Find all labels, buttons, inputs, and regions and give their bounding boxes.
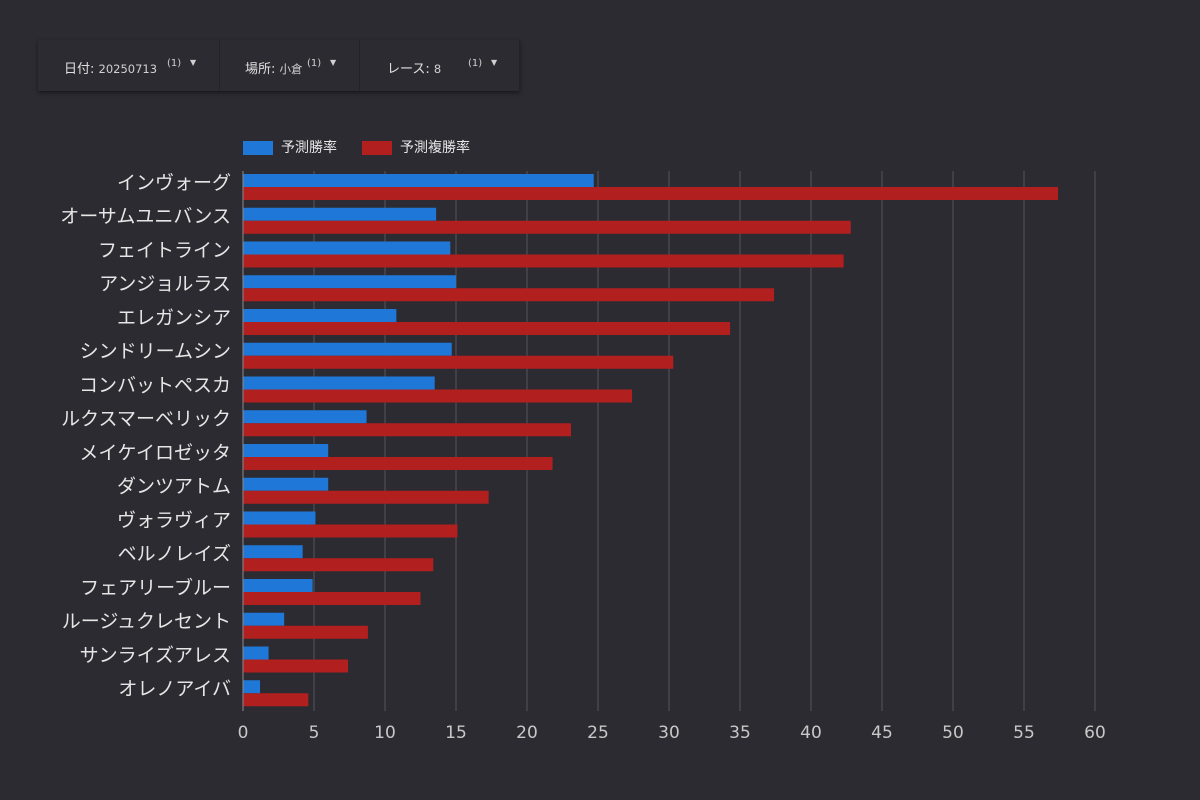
place-rate-bar[interactable] — [243, 490, 489, 504]
category-label: ダンツアトム — [117, 476, 231, 498]
race-filter-label: レース — [387, 62, 426, 77]
venue-filter-count: (1) — [307, 58, 322, 69]
x-tick-label: 10 — [374, 723, 396, 743]
x-tick-label: 30 — [658, 723, 680, 743]
category-label: フェイトライン — [98, 239, 231, 261]
place-rate-bar[interactable] — [243, 457, 553, 470]
place-rate-bar[interactable] — [243, 322, 731, 335]
x-tick-label: 55 — [1013, 723, 1035, 743]
place-rate-bar[interactable] — [243, 355, 674, 369]
win-rate-bar[interactable] — [243, 511, 316, 525]
category-label: メイケイロゼッタ — [79, 442, 231, 464]
date-filter-count: (1) — [167, 58, 182, 69]
date-filter[interactable]: 日付: 20250713 (1) ▼ — [38, 40, 220, 91]
win-rate-bar[interactable] — [243, 174, 594, 187]
place-rate-bar[interactable] — [243, 220, 851, 234]
venue-filter-value: 小倉 — [279, 62, 303, 76]
venue-filter[interactable]: 場所: 小倉 (1) ▼ — [220, 40, 360, 91]
win-rate-bar[interactable] — [243, 410, 367, 424]
date-filter-label: 日付 — [64, 62, 91, 77]
win-rate-bar[interactable] — [243, 646, 269, 660]
win-rate-bar[interactable] — [243, 241, 451, 255]
place-rate-bar[interactable] — [243, 254, 844, 268]
win-rate-bar[interactable] — [243, 545, 303, 559]
win-rate-bar[interactable] — [243, 376, 435, 390]
win-rate-bar[interactable] — [243, 612, 285, 626]
x-tick-label: 45 — [871, 723, 893, 743]
win-rate-bar[interactable] — [243, 444, 329, 457]
chevron-down-icon[interactable]: ▼ — [491, 58, 498, 67]
category-label: ルクスマーベリック — [61, 408, 231, 430]
legend-swatch — [362, 141, 392, 155]
category-label: エレガンシア — [117, 307, 231, 329]
place-rate-bar[interactable] — [243, 288, 775, 302]
venue-filter-label: 場所 — [245, 62, 272, 77]
win-rate-bar[interactable] — [243, 207, 437, 221]
x-tick-label: 40 — [800, 723, 822, 743]
race-filter-value: 8 — [433, 62, 442, 76]
filter-bar: 日付: 20250713 (1) ▼ 場所: 小倉 (1) ▼ レース: 8 (… — [38, 40, 520, 91]
chevron-down-icon[interactable]: ▼ — [330, 58, 337, 67]
x-tick-label: 60 — [1084, 723, 1106, 743]
date-filter-value: 20250713 — [98, 62, 158, 76]
x-tick-label: 5 — [309, 723, 320, 743]
category-label: シンドリームシン — [80, 341, 231, 363]
category-label: ルージュクレセント — [62, 611, 231, 633]
win-rate-bar[interactable] — [243, 309, 397, 322]
category-label: インヴォーグ — [117, 172, 231, 194]
win-rate-bar[interactable] — [243, 477, 329, 491]
place-rate-bar[interactable] — [243, 187, 1059, 200]
race-filter[interactable]: レース: 8 (1) ▼ — [360, 40, 520, 91]
x-tick-label: 35 — [729, 723, 751, 743]
place-rate-bar[interactable] — [243, 625, 368, 639]
category-label: ベルノレイズ — [118, 543, 231, 565]
win-rate-bar[interactable] — [243, 680, 261, 694]
x-tick-label: 25 — [587, 723, 609, 743]
category-label: フェアリーブルー — [80, 576, 231, 599]
category-label: オーサムユニバンス — [60, 206, 231, 228]
win-rate-bar[interactable] — [243, 275, 456, 289]
x-tick-label: 15 — [445, 723, 467, 743]
place-rate-bar[interactable] — [243, 524, 458, 538]
x-tick-label: 50 — [942, 723, 964, 743]
place-rate-bar[interactable] — [243, 592, 421, 605]
category-label: コンバットペスカ — [79, 374, 231, 396]
place-rate-bar[interactable] — [243, 389, 633, 403]
category-label: ヴォラヴィア — [117, 509, 231, 531]
win-rate-bar[interactable] — [243, 342, 452, 356]
legend-label: 予測勝率 — [281, 139, 337, 156]
place-rate-bar[interactable] — [243, 423, 572, 437]
legend-swatch — [243, 141, 273, 155]
place-rate-bar[interactable] — [243, 693, 309, 707]
chevron-down-icon[interactable]: ▼ — [190, 58, 197, 67]
x-tick-label: 0 — [238, 723, 249, 743]
x-tick-label: 20 — [516, 723, 538, 743]
win-rate-bar[interactable] — [243, 579, 313, 592]
category-label: アンジョルラス — [99, 273, 231, 295]
place-rate-bar[interactable] — [243, 659, 349, 673]
place-rate-bar[interactable] — [243, 558, 434, 572]
category-label: サンライズアレス — [80, 644, 231, 666]
category-label: オレノアイバ — [118, 678, 231, 700]
legend-label: 予測複勝率 — [400, 139, 470, 156]
race-filter-count: (1) — [468, 58, 483, 69]
